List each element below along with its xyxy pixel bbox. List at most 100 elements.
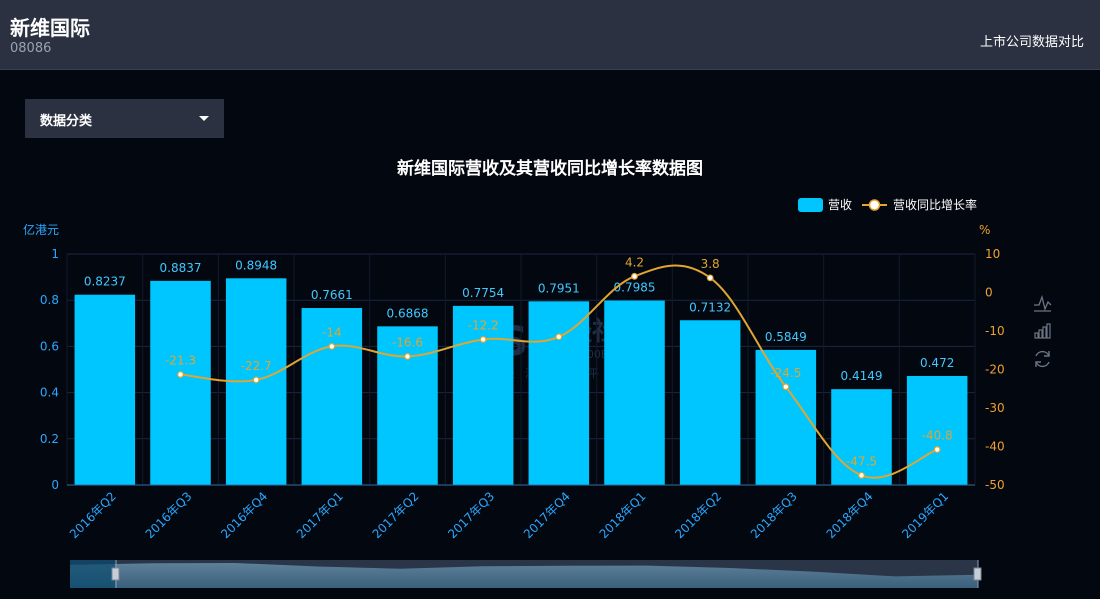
bar bbox=[528, 301, 590, 485]
line-data-label: -22.7 bbox=[241, 359, 272, 373]
bar-data-label: 0.8948 bbox=[235, 258, 277, 272]
line-data-label: -12.2 bbox=[468, 318, 499, 332]
line-point bbox=[177, 371, 184, 378]
line-data-label: -16.6 bbox=[392, 335, 423, 349]
y-right-tick-label: -20 bbox=[985, 363, 1005, 377]
icon-stroke bbox=[1038, 329, 1043, 339]
bar-data-label: 0.7661 bbox=[311, 288, 353, 302]
datazoom-preview bbox=[70, 562, 978, 588]
bar-labels: 0.8237 0.8837 0.8948 0.7661 0.6868 0.7754 0.79… bbox=[84, 258, 955, 383]
y-right-tick-label: -50 bbox=[985, 478, 1005, 492]
icon-stroke bbox=[1046, 323, 1051, 339]
chart: 新维国际营收及其营收同比增长率数据图 WS 财经社 WWW.100EC.CN 网… bbox=[23, 158, 1052, 588]
compare-link[interactable]: 上市公司数据对比 bbox=[979, 35, 1084, 50]
x-tick-label: 2016年Q3 bbox=[143, 489, 195, 541]
y-right-tick-label: 10 bbox=[985, 247, 1000, 261]
y-left-tick-label: 0.8 bbox=[40, 293, 59, 307]
bar-data-label: 0.4149 bbox=[841, 369, 883, 383]
line-data-label: -47.5 bbox=[846, 454, 877, 468]
y-right-tick-label: -40 bbox=[985, 440, 1005, 454]
y-right-tick-label: 0 bbox=[985, 286, 993, 300]
bar bbox=[755, 349, 817, 485]
x-tick-label: 2018年Q2 bbox=[672, 489, 724, 541]
y-left-tick-label: 0.4 bbox=[40, 386, 59, 400]
company-name: 新维国际 bbox=[10, 16, 90, 40]
data-category-dropdown[interactable]: 数据分类 bbox=[25, 99, 224, 138]
restore-icon[interactable] bbox=[1035, 350, 1050, 368]
line-chart-icon[interactable] bbox=[1034, 294, 1052, 312]
x-tick-label: 2017年Q4 bbox=[521, 489, 573, 541]
y-left-tick-label: 0.2 bbox=[40, 432, 59, 446]
icon-stroke bbox=[1035, 350, 1050, 368]
dropdown-label: 数据分类 bbox=[40, 114, 93, 129]
x-tick-label: 2018年Q4 bbox=[824, 489, 876, 541]
bar bbox=[679, 320, 741, 485]
icon-stroke bbox=[1034, 332, 1039, 339]
x-tick-label: 2016年Q2 bbox=[67, 489, 119, 541]
line-point bbox=[404, 353, 411, 360]
y-left-axis-label: 亿港元 bbox=[23, 222, 59, 237]
line-point bbox=[858, 471, 865, 479]
bar bbox=[150, 280, 211, 485]
line-point bbox=[706, 274, 714, 282]
page-header: 新维国际 08086 上市公司数据对比 bbox=[0, 0, 1100, 70]
bar-data-label: 0.6868 bbox=[387, 306, 429, 320]
bar bbox=[452, 305, 514, 485]
line-point bbox=[933, 446, 941, 453]
y-left-tick-label: 1 bbox=[51, 247, 59, 261]
bar bbox=[604, 300, 665, 485]
line-point bbox=[479, 336, 487, 343]
toolbox[interactable] bbox=[1034, 294, 1052, 368]
line-data-label: -14 bbox=[322, 325, 342, 339]
bar bbox=[831, 389, 892, 485]
bar-data-label: 0.7754 bbox=[462, 286, 504, 300]
line-point bbox=[782, 383, 790, 391]
y-right-axis-label: % bbox=[979, 223, 990, 237]
bar bbox=[301, 308, 363, 485]
chevron-down-icon bbox=[199, 116, 209, 121]
line-point bbox=[631, 272, 638, 280]
bar-series bbox=[74, 278, 968, 485]
legend-label-line: 营收同比增长率 bbox=[893, 197, 977, 212]
y-left-tick-label: 0.6 bbox=[40, 339, 59, 353]
datazoom-left-shade bbox=[70, 560, 115, 588]
bar-data-label: 0.8237 bbox=[84, 275, 126, 289]
x-tick-label: 2016年Q4 bbox=[218, 489, 270, 541]
y-right-tick-label: -10 bbox=[985, 324, 1005, 338]
x-tick-label: 2019年Q1 bbox=[899, 489, 951, 541]
icon-stroke bbox=[1035, 361, 1041, 367]
x-tick-label: 2017年Q1 bbox=[294, 489, 346, 541]
company-code: 08086 bbox=[10, 41, 52, 56]
y-left-tick-label: 0 bbox=[51, 478, 59, 492]
bar bbox=[906, 375, 968, 485]
x-tick-label: 2018年Q3 bbox=[748, 489, 800, 541]
x-tick-label: 2017年Q3 bbox=[445, 489, 497, 541]
chart-title: 新维国际营收及其营收同比增长率数据图 bbox=[397, 158, 703, 179]
legend-label-bar: 营收 bbox=[828, 198, 852, 212]
bar-data-label: 0.8837 bbox=[160, 261, 202, 275]
line-point bbox=[328, 342, 336, 350]
bar-data-label: 0.472 bbox=[920, 356, 954, 370]
bar-chart-icon[interactable] bbox=[1034, 323, 1051, 339]
bar bbox=[74, 294, 136, 485]
datazoom-left-handle[interactable] bbox=[111, 567, 120, 581]
legend-swatch-bar bbox=[798, 198, 823, 212]
datazoom-slider[interactable] bbox=[70, 560, 982, 588]
line-data-label: -24.5 bbox=[770, 366, 801, 380]
icon-stroke bbox=[1042, 326, 1047, 339]
growth-rate-line bbox=[180, 264, 938, 479]
line-data-label: -40.8 bbox=[922, 429, 953, 443]
icon-stroke bbox=[1044, 351, 1050, 357]
line-data-label: -21.3 bbox=[165, 354, 196, 368]
datazoom-right-handle[interactable] bbox=[973, 567, 982, 581]
legend-swatch-point bbox=[868, 199, 881, 211]
line-point bbox=[555, 333, 563, 341]
line-point bbox=[252, 376, 260, 384]
bar-data-label: 0.7985 bbox=[614, 281, 656, 295]
line-data-label: 4.2 bbox=[625, 255, 644, 269]
bar bbox=[377, 326, 438, 485]
legend[interactable]: 营收 营收同比增长率 bbox=[798, 197, 977, 212]
x-tick-label: 2017年Q2 bbox=[370, 489, 422, 541]
bar-data-label: 0.7132 bbox=[689, 300, 731, 314]
bar-data-label: 0.7951 bbox=[538, 281, 580, 295]
